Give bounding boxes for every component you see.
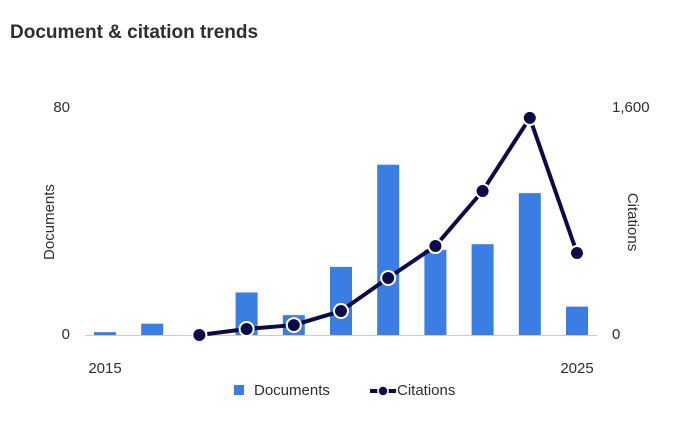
x-tick-label: 2015 xyxy=(88,360,121,377)
point xyxy=(474,182,491,199)
point xyxy=(238,321,255,338)
bar xyxy=(94,332,116,335)
chart-title: Document & citation trends xyxy=(10,22,258,43)
point xyxy=(569,244,585,261)
legend-swatch xyxy=(377,385,389,397)
y2-tick-label: 0 xyxy=(612,326,620,343)
x-tick-label: 2025 xyxy=(560,360,593,377)
bar xyxy=(471,244,494,335)
point xyxy=(521,109,538,126)
bar xyxy=(330,266,352,335)
y-tick-label: 80 xyxy=(53,99,70,116)
point xyxy=(427,238,444,255)
legend-label: Documents xyxy=(254,382,330,399)
point xyxy=(191,327,208,343)
point xyxy=(380,269,397,286)
y2-tick-label: 1,600 xyxy=(612,99,650,116)
bar xyxy=(424,249,447,335)
y-axis-title: Documents xyxy=(41,184,58,260)
y-tick-label: 0 xyxy=(62,326,70,343)
bar xyxy=(518,193,541,335)
legend-swatch xyxy=(234,385,244,395)
bar xyxy=(141,323,164,335)
bar xyxy=(377,164,400,335)
point xyxy=(285,317,302,334)
y2-axis-title: Citations xyxy=(624,193,641,251)
point xyxy=(333,303,349,320)
legend-label: Citations xyxy=(397,382,455,399)
bar xyxy=(566,306,588,335)
